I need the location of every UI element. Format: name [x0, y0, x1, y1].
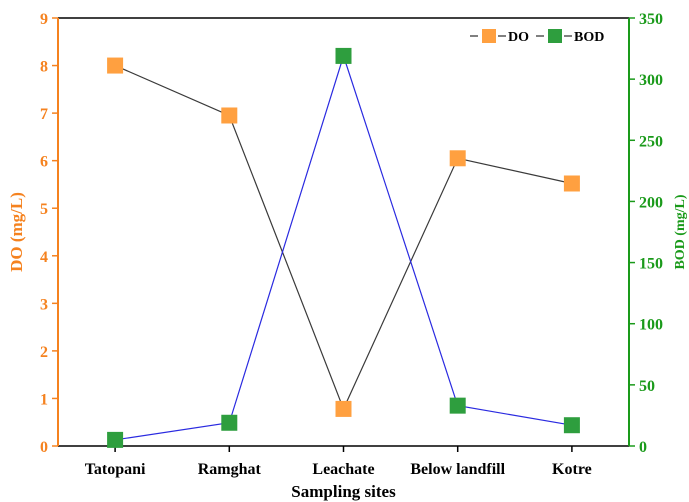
y-left-tick-label: 3 — [40, 296, 48, 313]
y-right-tick-label: 250 — [639, 133, 663, 150]
y-left-tick-label: 8 — [40, 59, 48, 76]
y-right-tick-label: 150 — [639, 256, 663, 273]
data-point-do-2 — [335, 400, 352, 417]
data-point-bod-1 — [221, 414, 238, 431]
y-left-tick-label: 5 — [40, 201, 48, 218]
y-left-tick-label: 6 — [40, 154, 48, 171]
legend-label-bod: BOD — [574, 30, 604, 45]
x-tick-label: Ramghat — [198, 461, 262, 478]
y-right-tick-label: 200 — [639, 194, 663, 211]
y-left-tick-label: 9 — [40, 11, 48, 28]
x-tick-label: Leachate — [312, 461, 374, 478]
legend: DO BOD — [470, 29, 604, 45]
y-left-tick-label: 0 — [40, 439, 48, 456]
y-right-tick-label: 300 — [639, 72, 663, 89]
data-point-do-0 — [107, 57, 124, 74]
y-right-tick-label: 100 — [639, 317, 663, 334]
data-point-bod-4 — [563, 417, 580, 434]
y-axis-left-label: DO (mg/L) — [7, 192, 26, 272]
axes: 0 1 2 3 4 5 6 7 8 9 0 50 100 150 200 250 300 350 Tatopani R… — [40, 11, 663, 478]
data-point-do-1 — [221, 107, 238, 124]
y-right-tick-label: 0 — [639, 439, 647, 456]
series-line-bod — [115, 53, 573, 441]
legend-marker-do — [482, 29, 496, 43]
data-point-do-4 — [563, 175, 580, 192]
x-tick-label: Tatopani — [85, 461, 146, 478]
data-point-bod-3 — [449, 397, 466, 414]
y-left-tick-label: 7 — [40, 106, 48, 123]
series-line-do — [114, 65, 573, 411]
data-point-bod-2 — [335, 47, 352, 64]
data-point-bod-0 — [107, 431, 124, 448]
legend-label-do: DO — [508, 30, 529, 45]
x-tick-label: Kotre — [552, 461, 592, 478]
series-lines — [114, 53, 573, 441]
y-left-tick-label: 2 — [40, 344, 48, 361]
series-markers — [107, 47, 580, 448]
y-left-tick-label: 4 — [40, 249, 48, 266]
x-tick-label: Below landfill — [410, 461, 505, 478]
x-axis-label: Sampling sites — [291, 482, 396, 501]
legend-marker-bod — [548, 29, 562, 43]
y-right-tick-label: 50 — [639, 378, 655, 395]
y-right-tick-label: 350 — [639, 11, 663, 28]
y-left-tick-label: 1 — [40, 391, 48, 408]
data-point-do-3 — [449, 150, 466, 167]
y-axis-right-label: BOD (mg/L) — [673, 194, 688, 269]
